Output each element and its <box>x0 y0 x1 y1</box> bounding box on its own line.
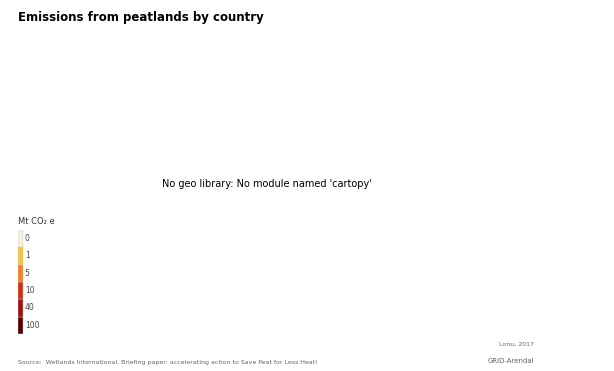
Text: 1: 1 <box>25 252 29 260</box>
Text: GRID-Arendal: GRID-Arendal <box>488 358 534 364</box>
Text: No geo library: No module named 'cartopy': No geo library: No module named 'cartopy… <box>162 179 372 189</box>
Text: Source:  Wetlands International, Briefing paper: accelerating action to Save Pea: Source: Wetlands International, Briefing… <box>18 361 318 365</box>
Bar <box>18 282 23 299</box>
Bar <box>18 299 23 316</box>
Bar <box>18 230 23 247</box>
Text: 0: 0 <box>25 234 29 243</box>
Bar <box>18 316 23 334</box>
Text: 40: 40 <box>25 303 34 312</box>
Text: 5: 5 <box>25 269 29 278</box>
Text: 10: 10 <box>25 286 34 295</box>
Text: Mt CO₂ e: Mt CO₂ e <box>18 217 55 226</box>
Text: Lonu, 2017: Lonu, 2017 <box>499 342 534 347</box>
Bar <box>18 247 23 265</box>
Text: Emissions from peatlands by country: Emissions from peatlands by country <box>18 11 264 24</box>
Text: 100: 100 <box>25 321 39 330</box>
Bar <box>18 265 23 282</box>
